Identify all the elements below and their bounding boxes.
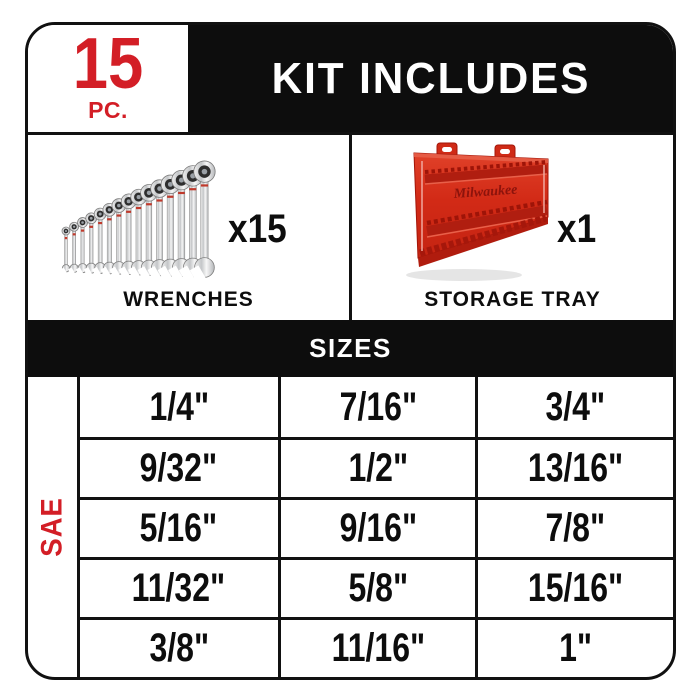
- size-cell: 11/32": [80, 557, 278, 617]
- sizes-heading-bar: SIZES: [28, 320, 673, 377]
- size-value: 15/16": [528, 566, 624, 610]
- tray-lower-rail: [426, 199, 548, 238]
- wrenches-label: WRENCHES: [123, 288, 254, 311]
- size-cell: 1/4": [80, 377, 278, 437]
- wrench: [92, 207, 107, 280]
- size-cell: 1": [475, 617, 673, 677]
- wrenches-panel: x15 WRENCHES: [28, 135, 349, 320]
- size-value: 7/16": [339, 384, 417, 429]
- tray-brand-logo: Milwaukee: [452, 183, 518, 202]
- size-value: 1": [559, 626, 593, 670]
- wrench: [75, 217, 88, 278]
- size-value: 9/16": [339, 506, 417, 550]
- wrenches-quantity: x15: [228, 207, 287, 251]
- sizes-grid: 1/4" 7/16" 3/4" 9/32" 1/2" 13/16" 5/16" …: [80, 377, 673, 677]
- wrench: [147, 179, 169, 285]
- sae-column: SAE: [28, 377, 80, 677]
- items-row: x15 WRENCHES: [28, 135, 673, 320]
- page-title: KIT INCLUDES: [271, 53, 590, 103]
- size-value: 3/4": [545, 384, 606, 429]
- tray-shadow: [406, 269, 522, 281]
- size-cell: 5/16": [80, 497, 278, 557]
- size-value: 11/16": [331, 626, 425, 670]
- size-cell: 9/16": [277, 497, 476, 557]
- kit-card: 15 PC. KIT INCLUDES x15 WRENCHES: [25, 22, 676, 680]
- size-cell: 5/8": [277, 557, 476, 617]
- piece-count-unit: PC.: [88, 97, 128, 124]
- wrench: [60, 226, 71, 276]
- panel-divider: [349, 135, 352, 320]
- size-cell: 15/16": [475, 557, 673, 617]
- size-value: 1/4": [148, 384, 209, 429]
- storage-tray-quantity: x1: [557, 207, 597, 251]
- size-cell: 7/8": [475, 497, 673, 557]
- wrench-set-image: [60, 160, 216, 288]
- size-value: 13/16": [528, 446, 624, 490]
- size-value: 9/32": [140, 446, 218, 490]
- size-cell: 7/16": [277, 377, 476, 437]
- header: 15 PC. KIT INCLUDES: [28, 25, 673, 135]
- size-value: 3/8": [148, 626, 209, 670]
- size-cell: 11/16": [277, 617, 476, 677]
- sae-system-label: SAE: [35, 497, 69, 557]
- piece-count-box: 15 PC.: [28, 25, 188, 132]
- wrench: [189, 160, 216, 288]
- size-value: 5/8": [348, 566, 408, 610]
- storage-tray-label: STORAGE TRAY: [424, 288, 601, 311]
- size-cell: 3/8": [80, 617, 278, 677]
- title-bar: KIT INCLUDES: [188, 25, 673, 132]
- storage-tray-image: Milwaukee: [406, 142, 549, 281]
- sizes-table: SAE 1/4" 7/16" 3/4" 9/32" 1/2" 13/16" 5/…: [28, 377, 673, 677]
- size-value: 11/32": [132, 566, 226, 610]
- size-value: 1/2": [348, 446, 408, 490]
- size-cell: 1/2": [277, 437, 476, 497]
- size-value: 7/8": [545, 506, 606, 550]
- size-cell: 13/16": [475, 437, 673, 497]
- tray-slot-row: [419, 214, 547, 257]
- size-cell: 3/4": [475, 377, 673, 437]
- tray-top-edge: [414, 153, 548, 163]
- storage-tray-panel: Milwaukee x1 STORAGE TRAY: [352, 135, 673, 320]
- tray-upper-rail: [424, 160, 548, 185]
- size-cell: 9/32": [80, 437, 278, 497]
- sizes-heading: SIZES: [309, 333, 392, 363]
- piece-count-value: 15: [72, 23, 144, 104]
- wrench: [68, 221, 80, 277]
- size-value: 5/16": [140, 506, 218, 550]
